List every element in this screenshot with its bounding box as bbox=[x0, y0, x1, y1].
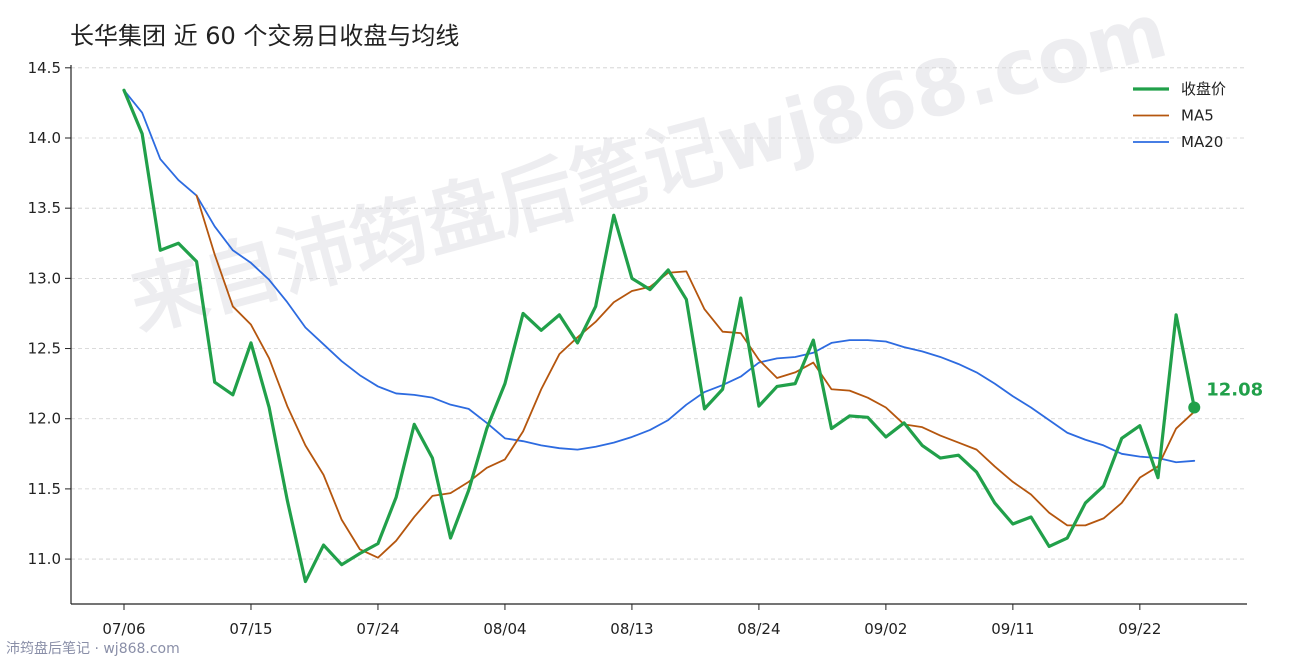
x-tick-label: 09/22 bbox=[1118, 620, 1161, 638]
x-tick-label: 09/11 bbox=[991, 620, 1034, 638]
watermark: 来自沛筠盘后笔记wj868.com bbox=[121, 0, 1176, 348]
watermark-layer: 来自沛筠盘后笔记wj868.com bbox=[121, 0, 1176, 348]
legend: 收盘价 MA5 MA20 bbox=[1133, 80, 1226, 151]
series-line-close bbox=[122, 88, 1196, 584]
x-tick-label: 08/24 bbox=[737, 620, 780, 638]
y-tick-label: 11.0 bbox=[28, 550, 61, 568]
y-tick-label: 12.5 bbox=[28, 340, 61, 358]
y-tick-label: 12.0 bbox=[28, 410, 61, 428]
legend-label: MA5 bbox=[1181, 107, 1214, 125]
y-tick-label: 13.0 bbox=[28, 269, 61, 287]
annotations: 12.08 bbox=[1188, 379, 1263, 414]
chart-title: 长华集团 近 60 个交易日收盘与均线 bbox=[70, 22, 459, 50]
legend-label: MA20 bbox=[1181, 133, 1223, 151]
x-tick-label: 07/24 bbox=[356, 620, 399, 638]
x-tick-label: 07/15 bbox=[229, 620, 272, 638]
series-layer bbox=[122, 88, 1196, 584]
series-line-ma20 bbox=[123, 89, 1196, 464]
y-tick-label: 14.0 bbox=[28, 129, 61, 147]
credit-text: 沛筠盘后笔记 · wj868.com bbox=[6, 640, 180, 657]
legend-label: 收盘价 bbox=[1181, 80, 1226, 98]
y-tick-label: 13.5 bbox=[28, 199, 61, 217]
x-tick-label: 08/13 bbox=[610, 620, 653, 638]
x-tick-label: 08/04 bbox=[483, 620, 526, 638]
x-tick-label: 07/06 bbox=[102, 620, 145, 638]
y-tick-label: 11.5 bbox=[28, 480, 61, 498]
x-tick-label: 09/02 bbox=[864, 620, 907, 638]
axes: 11.0 11.5 12.0 12.5 13.0 13.5 14.0 14.5 07/06 07/… bbox=[28, 59, 1247, 638]
last-close-marker bbox=[1188, 401, 1201, 414]
last-close-label: 12.08 bbox=[1206, 379, 1263, 400]
y-tick-label: 14.5 bbox=[28, 59, 61, 77]
